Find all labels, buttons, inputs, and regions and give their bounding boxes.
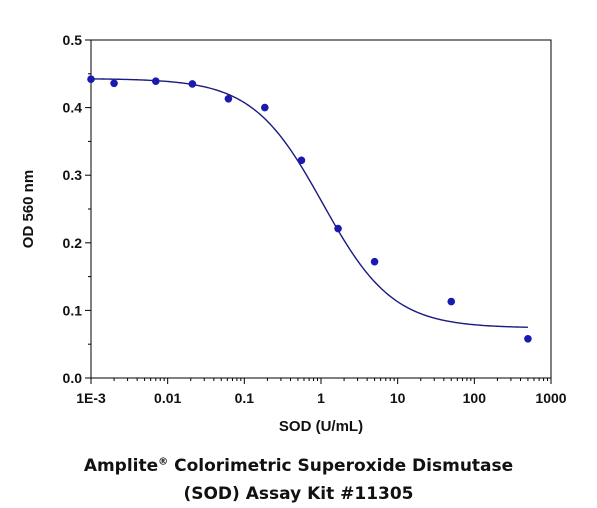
x-tick-label: 1 xyxy=(317,390,325,406)
x-tick-label: 1000 xyxy=(535,390,566,406)
x-axis: 1E-3 0.01 0.1 1 10 100 1000 xyxy=(76,378,567,406)
data-point xyxy=(447,297,456,306)
data-point xyxy=(110,79,118,88)
data-point xyxy=(188,80,197,88)
x-tick-label: 100 xyxy=(463,390,487,406)
x-tick-label: 1E-3 xyxy=(76,390,106,406)
y-tick-label: 0.0 xyxy=(63,370,83,386)
chart: 1E-3 0.01 0.1 1 10 100 1000 0.0 0.1 0.2 0.3 0.4 0.5… xyxy=(20,32,567,435)
plot-frame xyxy=(90,39,552,379)
y-tick-label: 0.2 xyxy=(63,235,83,251)
data-point xyxy=(261,103,269,112)
data-point xyxy=(370,257,379,266)
data-point xyxy=(151,77,160,86)
data-point xyxy=(224,95,233,103)
data-point xyxy=(297,156,306,165)
x-tick-label: 0.1 xyxy=(235,390,255,406)
caption: Amplite® Colorimetric Superoxide Dismuta… xyxy=(0,448,597,508)
y-axis: 0.0 0.1 0.2 0.3 0.4 0.5 xyxy=(63,32,91,386)
y-tick-label: 0.1 xyxy=(63,302,83,318)
y-tick-label: 0.3 xyxy=(63,167,83,183)
x-tick-label: 10 xyxy=(390,390,406,406)
x-axis-title: SOD (U/mL) xyxy=(279,418,363,435)
data-point xyxy=(524,334,532,343)
fit-curve xyxy=(90,78,528,328)
caption-line-2: (SOD) Assay Kit #11305 xyxy=(183,483,414,504)
y-tick-label: 0.4 xyxy=(63,100,83,116)
data-points xyxy=(87,75,532,343)
data-point xyxy=(334,224,342,233)
data-point xyxy=(87,75,95,84)
y-tick-label: 0.5 xyxy=(63,32,83,48)
x-tick-label: 0.01 xyxy=(154,390,181,406)
y-axis-title: OD 560 nm xyxy=(20,170,37,248)
caption-line-1: Amplite® Colorimetric Superoxide Dismuta… xyxy=(83,455,514,476)
